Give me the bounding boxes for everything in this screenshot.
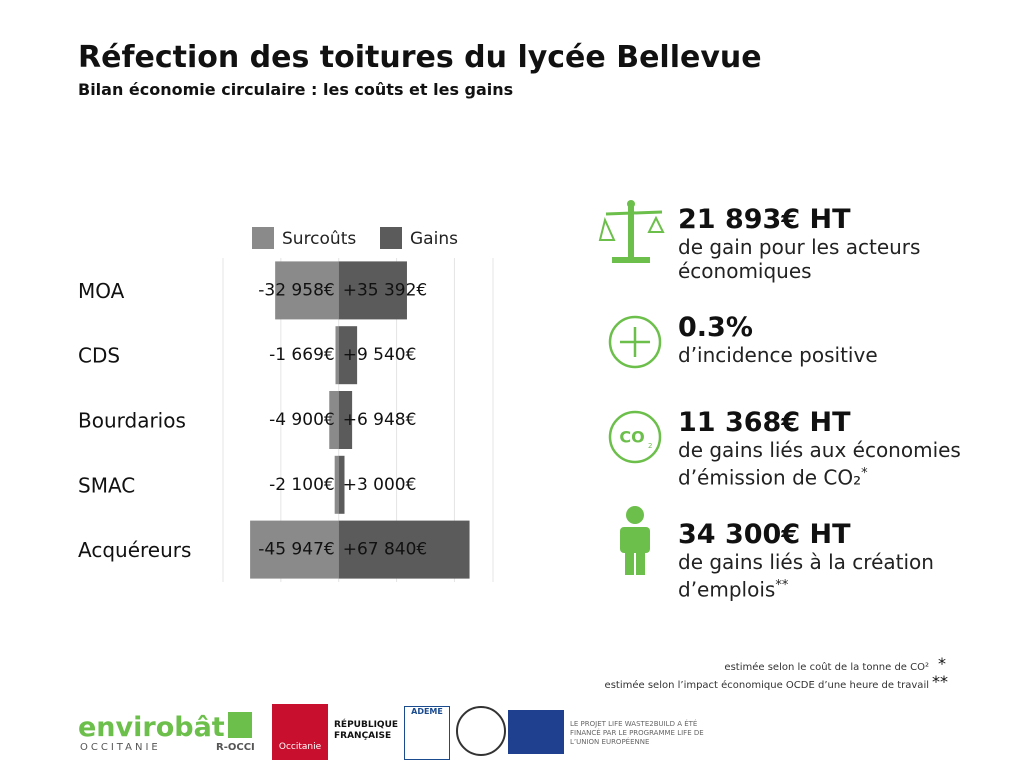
value-label: -45 947€ [258, 540, 334, 560]
bar [275, 261, 339, 320]
value-label: -4 900€ [269, 410, 335, 430]
logo-envirobat: envirobât [78, 712, 225, 743]
category-label: MOA [78, 279, 125, 303]
footnote-mark: ** [932, 672, 948, 691]
logo-republique: RÉPUBLIQUE FRANÇAISE [334, 720, 399, 741]
legend-swatch [380, 227, 402, 249]
value-label: -32 958€ [258, 280, 334, 300]
footnote-mark: * [938, 654, 946, 673]
person-icon [620, 506, 650, 575]
subtitle: Bilan économie circulaire : les coûts et… [78, 80, 514, 99]
stat-value: 34 300€ HT [678, 519, 851, 550]
footnote: estimée selon le coût de la tonne de CO² [724, 662, 929, 673]
value-label: +35 392€ [343, 280, 428, 300]
legend-label: Gains [410, 229, 458, 249]
bar [338, 326, 358, 385]
value-label: -1 669€ [269, 345, 335, 365]
bar [338, 520, 470, 579]
category-label: Bourdarios [78, 409, 186, 433]
value-label: +9 540€ [343, 345, 417, 365]
value-label: -2 100€ [269, 475, 335, 495]
stat: 11 368€ HT de gains liés aux économies d’… [678, 408, 978, 490]
plus-icon [608, 315, 662, 369]
svg-text:2: 2 [648, 442, 652, 450]
bar [250, 520, 339, 579]
stat: 21 893€ HT de gain pour les acteurs écono… [678, 204, 978, 284]
legend-label: Surcoûts [282, 229, 356, 249]
bar [338, 455, 345, 514]
title: Réfection des toitures du lycée Bellevue [78, 40, 762, 75]
stat-value: 0.3% [678, 312, 753, 343]
stat-value: 21 893€ HT [678, 204, 851, 235]
scale-icon [598, 200, 665, 263]
category-label: Acquéreurs [78, 538, 191, 562]
stat: 0.3% d’incidence positive [678, 312, 978, 368]
logo-occitanie: OCCITANIE [80, 742, 161, 753]
value-label: +67 840€ [343, 540, 428, 560]
stat-text: de gains liés à la création d’emplois [678, 550, 934, 602]
logo-ademe: ADEME [404, 706, 450, 760]
rocci-mark [228, 712, 252, 738]
logo-eu [508, 710, 564, 754]
svg-text:CO: CO [619, 428, 644, 447]
bar [329, 391, 339, 449]
logo-rocci: R-OCCI [216, 742, 255, 753]
legend-swatch [252, 227, 274, 249]
stat-note: ** [775, 578, 789, 593]
bar [335, 326, 339, 385]
logo-waste2build [456, 706, 506, 756]
stat-text: de gains liés aux économies d’émission d… [678, 438, 961, 490]
category-label: SMAC [78, 473, 135, 497]
value-label: +3 000€ [343, 475, 417, 495]
stat-note: * [861, 466, 868, 481]
bar [338, 261, 407, 320]
stat: 34 300€ HT de gains liés à la création d’… [678, 520, 948, 602]
bar [338, 391, 353, 449]
value-label: +6 948€ [343, 410, 417, 430]
stat-text: d’incidence positive [678, 343, 878, 367]
footnote: estimée selon l’impact économique OCDE d… [604, 680, 929, 691]
logo-life: LE PROJET LIFE WASTE2BUILD A ÉTÉ FINANCÉ… [570, 720, 704, 746]
stat-value: 11 368€ HT [678, 407, 851, 438]
category-label: CDS [78, 344, 120, 368]
stat-text: de gain pour les acteurs économiques [678, 235, 921, 283]
co2-icon: CO 2 [608, 410, 662, 464]
bar [334, 455, 339, 514]
region-text: Occitanie [278, 742, 322, 752]
logo-region: Occitanie [272, 704, 328, 760]
